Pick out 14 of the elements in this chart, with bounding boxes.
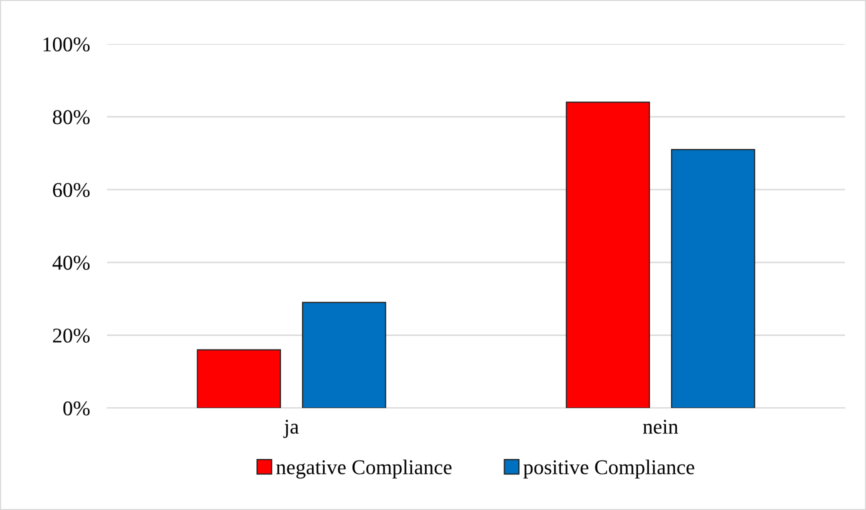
legend-label: negative Compliance xyxy=(276,460,452,479)
y-tick-label: 40% xyxy=(52,256,90,270)
bar xyxy=(566,102,650,408)
bar xyxy=(302,302,386,408)
bar xyxy=(196,349,281,408)
bar xyxy=(671,149,756,408)
legend-label: positive Compliance xyxy=(523,460,694,479)
y-tick-label: 80% xyxy=(52,110,90,124)
y-tick-label: 60% xyxy=(53,182,90,198)
y-tick-label: 100% xyxy=(44,37,90,52)
x-tick-label: nein xyxy=(643,420,678,434)
y-tick-label: 0% xyxy=(63,401,90,416)
x-tick-label: ja xyxy=(283,420,299,438)
y-tick-label: 20% xyxy=(53,328,90,343)
